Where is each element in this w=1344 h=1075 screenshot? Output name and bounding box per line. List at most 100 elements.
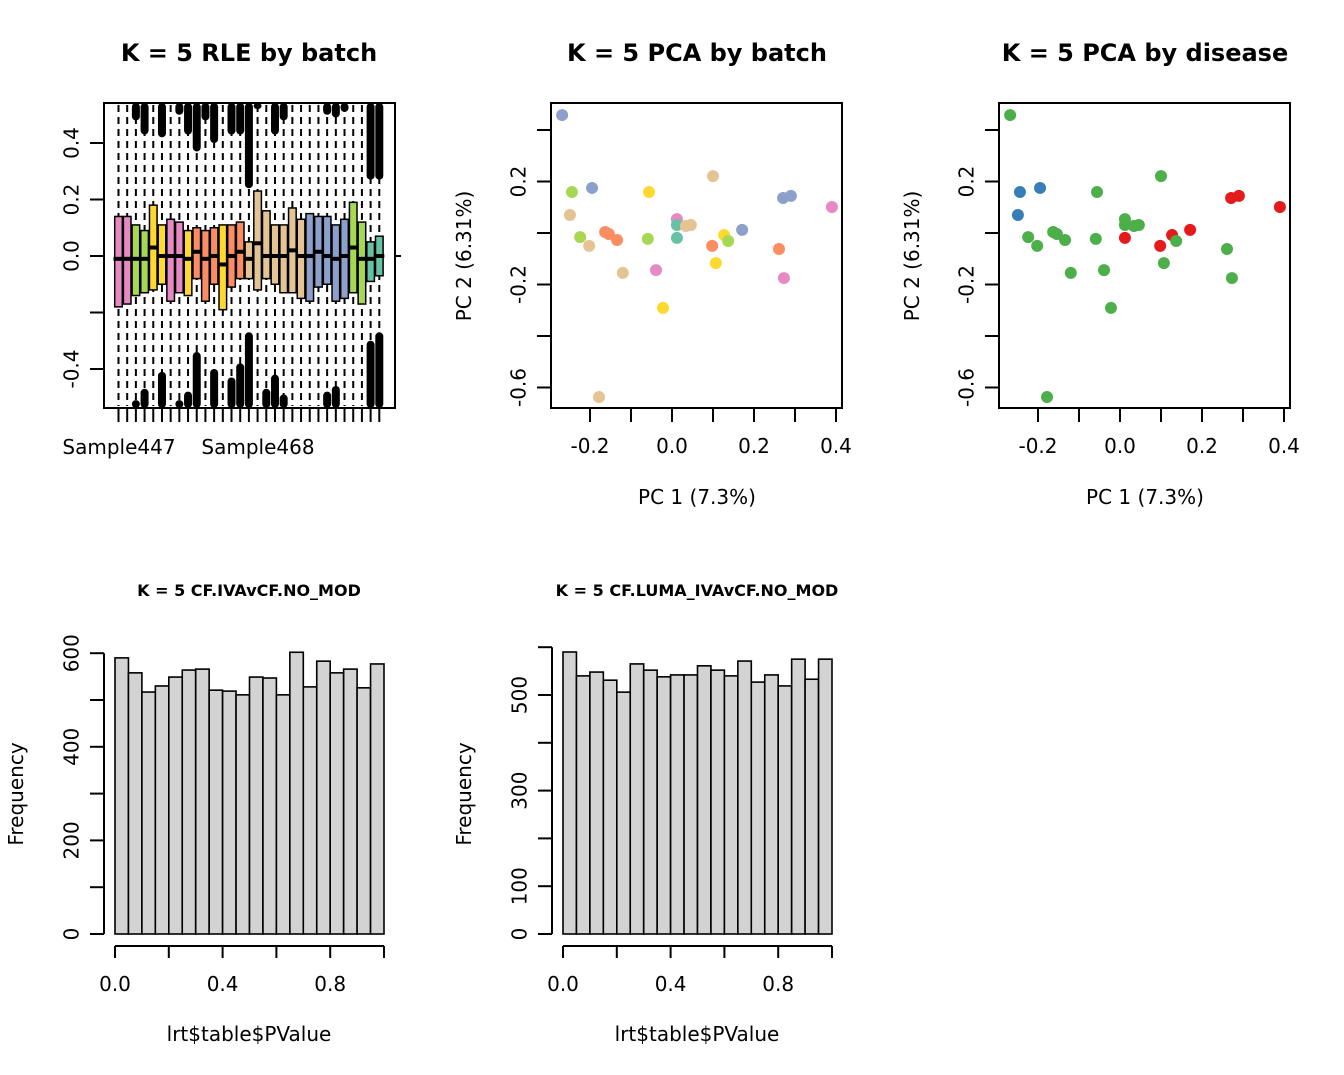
histogram-bar <box>629 663 645 935</box>
rle-outliers-top <box>210 103 219 143</box>
histogram-bar <box>777 685 793 935</box>
rle-panel: K = 5 RLE by batch -0.4 0.0 0.2 0.4 Sample4… <box>60 39 401 459</box>
pca-disease-ylabel: PC 2 (6.31%) <box>900 191 924 322</box>
rle-box <box>200 229 210 302</box>
histogram-bar <box>683 674 699 935</box>
pca-point <box>784 189 797 202</box>
histogram-1-panel: K = 5 CF.IVAvCF.NO_MOD 0.0 0.4 0.8 0 200 400 6… <box>4 581 385 1046</box>
pca-point <box>643 186 656 199</box>
rle-outliers-bottom <box>227 377 236 408</box>
histogram-bar <box>194 668 210 935</box>
histogram-bar <box>817 658 833 935</box>
histogram-bar <box>262 677 278 935</box>
pca-point <box>650 264 663 277</box>
rle-box <box>331 224 341 302</box>
pca-point <box>1184 223 1197 236</box>
rle-outliers-bottom <box>244 332 253 408</box>
pca-point <box>825 200 838 213</box>
pca-point <box>1031 239 1044 252</box>
histogram-bar <box>141 691 157 935</box>
pca-batch-panel: K = 5 PCA by batch -0.2 0.0 0.2 0.4-0.6-0.2… <box>452 39 852 509</box>
histogram-x-tick-label: 0.4 <box>655 972 687 996</box>
rle-outliers-top <box>227 103 236 135</box>
histogram-1-bars <box>114 651 385 935</box>
rle-box <box>183 229 193 297</box>
pca-batch-axes: -0.2 0.0 0.2 0.4 -0.6 -0.2 0.2 <box>507 129 852 458</box>
rle-outliers-top <box>340 103 349 112</box>
pca-point <box>670 231 683 244</box>
rle-box <box>261 210 271 280</box>
rle-box <box>357 221 367 305</box>
rle-outliers-top <box>175 103 184 115</box>
histogram-y-tick-label: 500 <box>508 676 532 714</box>
rle-box <box>218 224 228 311</box>
histogram-2-xlabel: lrt$table$PValue <box>615 1022 780 1046</box>
pca-point <box>736 223 749 236</box>
rle-box <box>113 215 124 308</box>
histogram-bar <box>710 669 726 935</box>
rle-title: K = 5 RLE by batch <box>121 39 377 67</box>
histogram-bar <box>615 691 632 935</box>
rle-outliers-top <box>157 103 166 138</box>
pca-point <box>1132 219 1145 232</box>
histogram-y-tick-label: 0 <box>508 928 532 941</box>
rle-outliers-top <box>192 103 201 152</box>
pca-point <box>1118 219 1131 232</box>
rle-marks <box>96 103 401 408</box>
histogram-bar <box>127 672 143 935</box>
pca-disease-panel: K = 5 PCA by disease -0.2 0.0 0.2 0.4-0.6-0… <box>900 39 1300 509</box>
rle-y-tick-label: 0.2 <box>60 184 84 216</box>
pca-point <box>722 234 735 247</box>
rle-outliers-top <box>366 103 375 180</box>
pca-batch-ylabel: PC 2 (6.31%) <box>452 191 476 322</box>
pca-point <box>1273 200 1286 213</box>
histogram-bar <box>562 651 578 935</box>
rle-outliers-bottom <box>131 400 140 408</box>
pca-disease-xlabel: PC 1 (7.3%) <box>1086 485 1204 509</box>
pca-y-tick-label: 0.2 <box>507 166 531 198</box>
histogram-bar <box>750 681 766 935</box>
pca-point <box>709 257 722 270</box>
rle-outliers-bottom <box>323 391 332 408</box>
rle-outliers-bottom <box>236 363 245 408</box>
pca-point <box>1013 186 1026 199</box>
pca-point <box>1104 301 1117 314</box>
histogram-bar <box>154 685 170 935</box>
rle-box <box>140 229 150 294</box>
pca-y-tick-label: -0.6 <box>955 368 979 407</box>
histogram-bar <box>208 689 224 935</box>
pca-point <box>556 109 569 122</box>
histogram-bar <box>275 694 291 935</box>
rle-outliers-top <box>184 103 193 135</box>
rle-outliers-bottom <box>157 371 166 408</box>
pca-point <box>1034 181 1047 194</box>
histogram-x-tick-label: 0.8 <box>314 972 346 996</box>
rle-y-tick-label: 0.0 <box>60 240 84 272</box>
histogram-x-tick-label: 0.0 <box>547 972 579 996</box>
pca-point <box>641 232 654 245</box>
histogram-2-title: K = 5 CF.LUMA_IVAvCF.NO_MOD <box>556 581 839 600</box>
histogram-1-xlabel: lrt$table$PValue <box>167 1022 332 1046</box>
pca-point <box>1098 264 1111 277</box>
rle-outliers-top <box>140 103 149 135</box>
histogram-bar <box>329 672 345 935</box>
pca-x-tick-label: 0.2 <box>738 434 770 458</box>
pca-disease-axes: -0.2 0.0 0.2 0.4 -0.6 -0.2 0.2 <box>955 129 1300 458</box>
histogram-x-tick-label: 0.0 <box>99 972 131 996</box>
histogram-y-tick-label: 0 <box>60 928 84 941</box>
histogram-2-axes: 0.0 0.4 0.8 0 100 300 500 <box>508 646 833 996</box>
rle-outliers-bottom <box>140 388 149 408</box>
pca-x-tick-label: 0.0 <box>656 434 688 458</box>
pca-point <box>574 231 587 244</box>
histogram-bar <box>235 694 251 935</box>
histogram-bar <box>763 674 779 935</box>
pca-point <box>773 242 786 255</box>
rle-outliers-bottom <box>192 352 201 408</box>
histogram-bar <box>315 660 331 935</box>
rle-box <box>339 218 350 300</box>
pca-point <box>1155 170 1167 183</box>
histogram-2-panel: K = 5 CF.LUMA_IVAvCF.NO_MOD 0.0 0.4 0.8 0 10… <box>452 581 838 1046</box>
pca-point <box>777 272 790 285</box>
pca-point <box>1011 208 1024 221</box>
pca-point <box>1059 233 1072 246</box>
